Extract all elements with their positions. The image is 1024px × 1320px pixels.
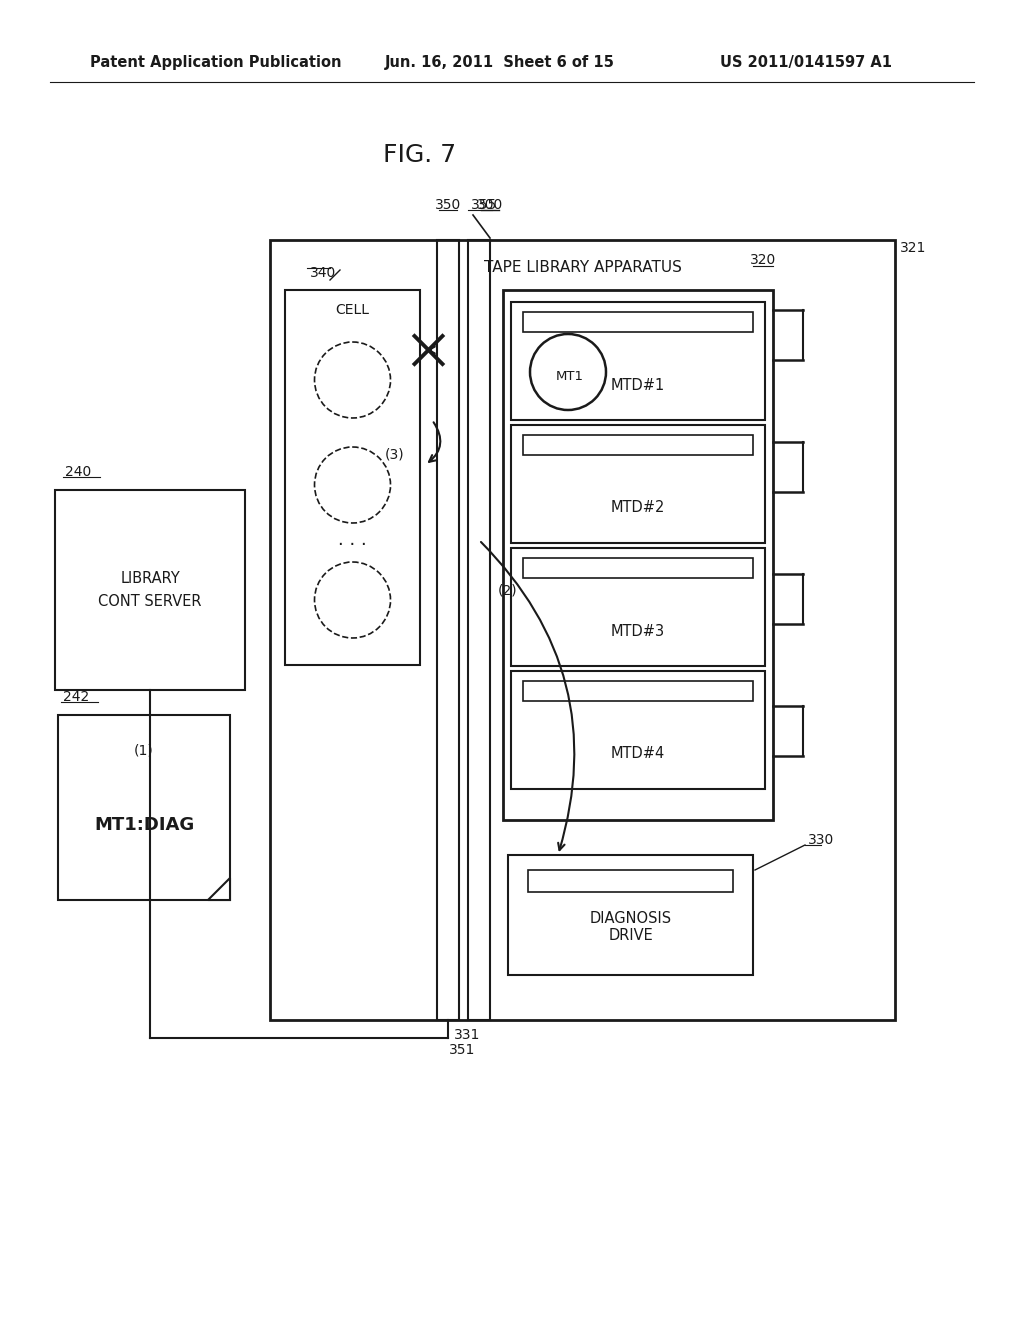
Bar: [511, 671, 765, 789]
Bar: [511, 548, 765, 667]
Bar: [523, 436, 753, 455]
Bar: [523, 558, 753, 578]
Text: MT1:DIAG: MT1:DIAG: [94, 816, 195, 834]
Text: CELL: CELL: [336, 304, 370, 317]
Bar: [503, 290, 773, 820]
Text: MTD#1: MTD#1: [611, 378, 666, 392]
Text: 300: 300: [477, 198, 503, 213]
Text: 321: 321: [900, 242, 927, 255]
Text: 242: 242: [63, 690, 89, 704]
Text: 351: 351: [449, 1043, 475, 1057]
Text: (3): (3): [385, 447, 404, 462]
Text: MTD#2: MTD#2: [610, 500, 666, 516]
Bar: [58, 715, 230, 900]
Text: DIAGNOSIS
DRIVE: DIAGNOSIS DRIVE: [590, 911, 672, 944]
Text: (2): (2): [499, 583, 518, 597]
Text: 350: 350: [435, 198, 461, 213]
Text: MT1: MT1: [556, 371, 584, 384]
Bar: [285, 290, 420, 665]
Bar: [468, 240, 490, 1020]
Text: TAPE LIBRARY APPARATUS: TAPE LIBRARY APPARATUS: [483, 260, 681, 276]
Bar: [55, 490, 245, 690]
Text: 240: 240: [65, 465, 91, 479]
Text: 320: 320: [750, 253, 776, 267]
Bar: [511, 302, 765, 420]
Text: US 2011/0141597 A1: US 2011/0141597 A1: [720, 54, 892, 70]
Polygon shape: [208, 878, 230, 900]
Text: 340: 340: [310, 267, 336, 280]
Text: FIG. 7: FIG. 7: [383, 143, 457, 168]
Bar: [523, 312, 753, 333]
Text: MTD#4: MTD#4: [611, 747, 666, 762]
Bar: [437, 240, 459, 1020]
Text: · · ·: · · ·: [338, 536, 367, 554]
Text: 331: 331: [454, 1028, 480, 1041]
Text: (1): (1): [134, 743, 154, 756]
Bar: [511, 425, 765, 543]
Bar: [511, 302, 765, 420]
Text: LIBRARY
CONT SERVER: LIBRARY CONT SERVER: [98, 572, 202, 609]
Text: 330: 330: [808, 833, 835, 847]
Bar: [270, 240, 895, 1020]
Bar: [523, 681, 753, 701]
Text: Patent Application Publication: Patent Application Publication: [90, 54, 341, 70]
Bar: [508, 855, 753, 975]
Text: MTD#3: MTD#3: [611, 623, 665, 639]
Text: Jun. 16, 2011  Sheet 6 of 15: Jun. 16, 2011 Sheet 6 of 15: [385, 54, 614, 70]
Bar: [528, 870, 733, 892]
Text: 355: 355: [471, 198, 497, 213]
